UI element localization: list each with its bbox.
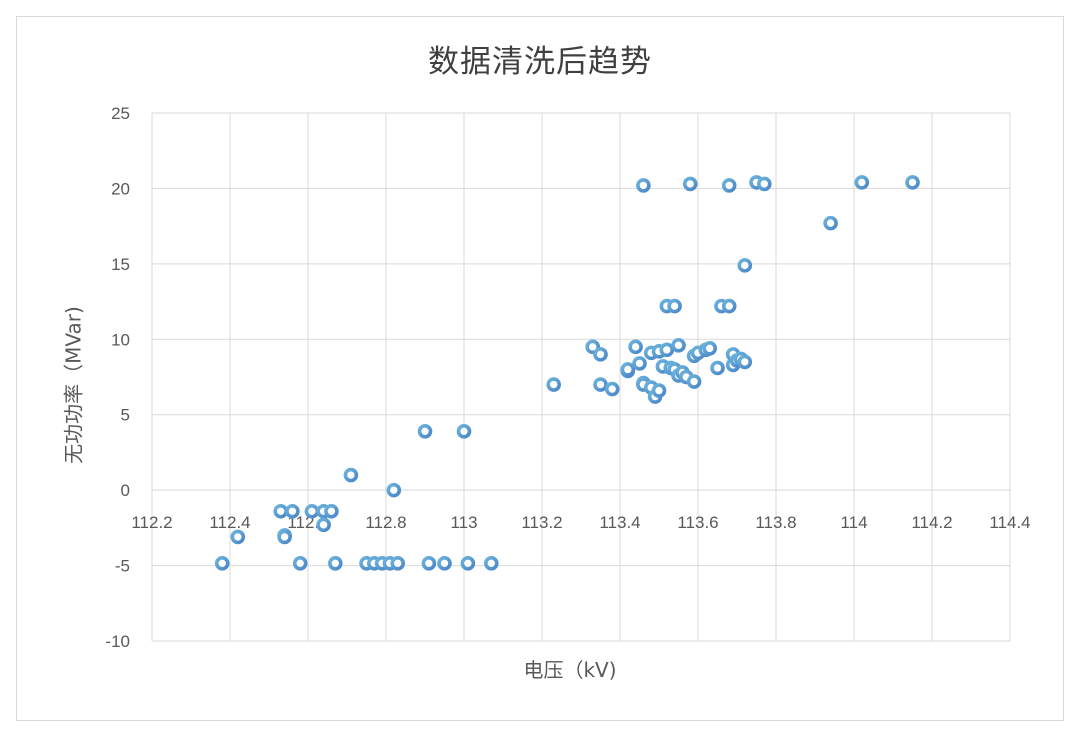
x-tick-label: 113.4 (599, 513, 640, 532)
y-tick-label: 20 (111, 179, 130, 198)
x-tick-label: 112.8 (365, 513, 406, 532)
data-point-marker (483, 556, 499, 571)
data-point-marker (604, 381, 620, 397)
data-point-marker (632, 356, 647, 371)
x-axis-title: 电压（kV) (523, 658, 617, 682)
data-point-marker (324, 503, 339, 519)
data-point-marker (671, 338, 686, 353)
y-tick-label: 15 (111, 255, 130, 274)
x-tick-label: 113.6 (677, 513, 718, 532)
data-point-marker (905, 175, 920, 190)
data-point-marker (651, 383, 667, 398)
y-tick-label: -10 (105, 632, 130, 651)
chart-title: 数据清洗后趋势 (428, 44, 652, 80)
y-tick-label: 10 (111, 330, 130, 349)
data-point-marker (593, 377, 608, 392)
x-tick-label: 112.4 (209, 513, 250, 532)
data-point-marker (737, 354, 753, 370)
data-point-marker (230, 529, 246, 545)
data-point-marker (304, 503, 320, 519)
data-point-marker (417, 424, 433, 439)
data-point-marker (667, 298, 682, 314)
data-point-marker (721, 178, 737, 193)
data-point-marker (292, 556, 308, 571)
data-point-marker (460, 556, 476, 571)
data-point-marker (686, 374, 702, 389)
data-point-marker (343, 467, 359, 483)
x-tick-label: 114.2 (911, 513, 952, 532)
data-point-marker (593, 347, 608, 362)
y-tick-label: -5 (115, 557, 130, 576)
data-point-marker (737, 258, 753, 273)
x-tick-label: 114 (840, 513, 867, 532)
data-point-marker (823, 215, 838, 231)
y-tick-label: 5 (121, 406, 130, 425)
data-point-marker (721, 298, 737, 314)
data-point-marker (756, 176, 772, 192)
y-tick-label: 0 (121, 481, 130, 500)
data-point-marker (273, 503, 289, 519)
data-point-marker (327, 556, 343, 571)
data-point-marker (437, 556, 452, 571)
data-point-marker (628, 339, 643, 355)
data-point-marker (285, 503, 300, 519)
x-tick-label: 112.2 (131, 513, 172, 532)
data-point-marker (277, 529, 292, 545)
data-point-marker (386, 482, 402, 498)
data-point-marker (214, 556, 230, 571)
gridlines (151, 112, 1011, 642)
chart-frame (16, 16, 1064, 721)
data-point-marker (390, 556, 406, 571)
x-axis-ticks: 112.2 112.4 112.6 112.8 113 113.2 113.4 113.6 11… (131, 513, 1030, 532)
y-axis-ticks: 25 20 15 10 5 0 -5 -10 (105, 104, 130, 651)
data-point-marker (620, 362, 636, 377)
data-point-marker (546, 377, 562, 392)
data-point-marker (854, 175, 870, 190)
x-tick-label: 114.4 (989, 513, 1030, 532)
data-point-marker (456, 424, 472, 439)
data-point-marker (316, 517, 331, 533)
data-point-marker (702, 341, 718, 356)
x-tick-label: 113.2 (521, 513, 562, 532)
data-point-marker (710, 360, 725, 376)
data-point-marker (682, 176, 698, 192)
x-tick-label: 113.8 (755, 513, 796, 532)
data-points (214, 175, 920, 571)
y-tick-label: 25 (111, 104, 130, 123)
data-point-marker (421, 556, 437, 571)
data-point-marker (659, 342, 675, 358)
data-point-marker (636, 178, 651, 193)
x-tick-label: 113 (450, 513, 477, 532)
